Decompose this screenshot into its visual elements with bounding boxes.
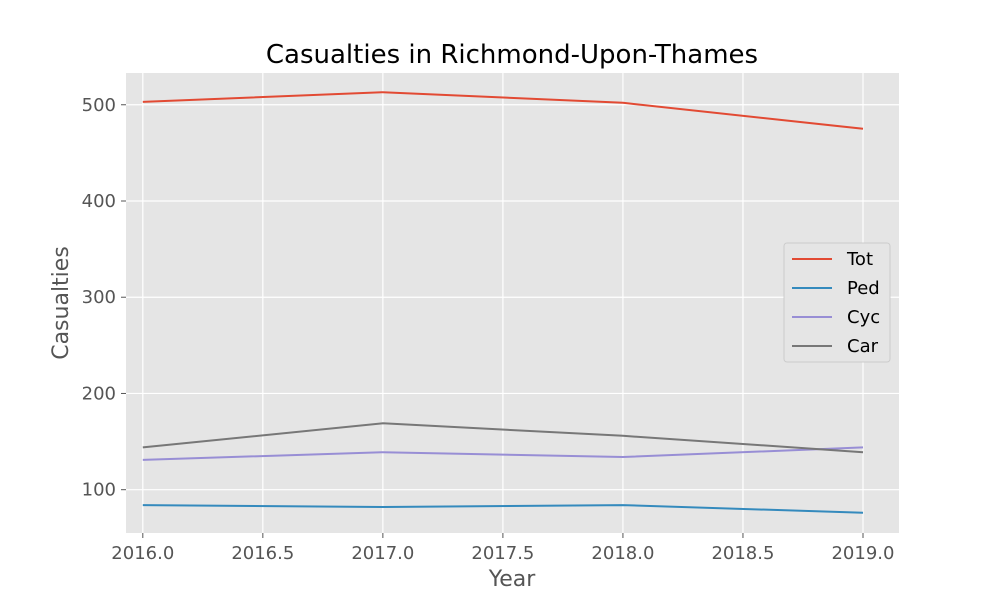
- x-tick-label: 2017.5: [471, 543, 534, 564]
- series-line-cyc: [142, 446, 864, 461]
- legend-label-tot: Tot: [846, 249, 873, 270]
- x-axis-label: Year: [488, 567, 537, 592]
- chart-title: Casualties in Richmond-Upon-Thames: [266, 40, 758, 70]
- legend-label-cyc: Cyc: [847, 307, 880, 328]
- legend-box: [783, 242, 891, 363]
- grid: [126, 73, 899, 533]
- series-line-ped: [142, 504, 864, 514]
- y-tick-label: 100: [82, 480, 116, 501]
- plot-area: [126, 73, 899, 533]
- y-tick-label: 300: [82, 287, 116, 308]
- legend-label-ped: Ped: [847, 278, 880, 299]
- y-tick-label: 500: [82, 95, 116, 116]
- series-lines: [142, 91, 864, 514]
- series-line-car: [142, 422, 864, 454]
- x-tick-label: 2017.0: [351, 543, 414, 564]
- x-axis-ticks: 2016.0 2016.5 2017.0 2017.5 2018.0 2018.5 2019…: [111, 533, 894, 564]
- x-tick-label: 2018.0: [591, 543, 654, 564]
- x-tick-label: 2018.5: [711, 543, 774, 564]
- y-axis-label: Casualties: [49, 246, 74, 360]
- legend-label-car: Car: [847, 336, 879, 357]
- legend: Tot Ped Cyc Car: [783, 242, 891, 363]
- x-tick-label: 2016.0: [111, 543, 174, 564]
- y-tick-label: 200: [82, 383, 116, 404]
- series-line-tot: [142, 91, 864, 130]
- x-tick-label: 2019.0: [831, 543, 894, 564]
- y-tick-label: 400: [82, 191, 116, 212]
- x-tick-label: 2016.5: [231, 543, 294, 564]
- y-axis-ticks: 100 200 300 400 500: [82, 95, 126, 501]
